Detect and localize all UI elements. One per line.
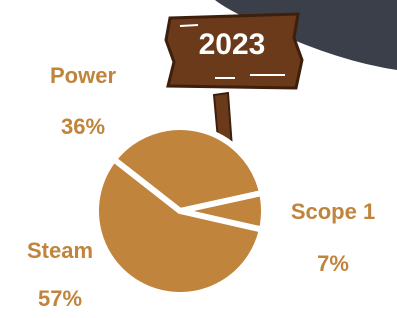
slice-label: Scope 1: [291, 199, 375, 224]
slice-label: Power: [50, 63, 116, 88]
slice-label: Steam: [27, 238, 93, 263]
value-label: 7%: [317, 251, 349, 276]
value-label: 57%: [38, 286, 82, 311]
chart-title: 2023: [199, 28, 266, 61]
value-label: 36%: [61, 114, 105, 139]
chart: 2023 Power 36% Scope 1 7% Steam 57%: [0, 0, 397, 318]
